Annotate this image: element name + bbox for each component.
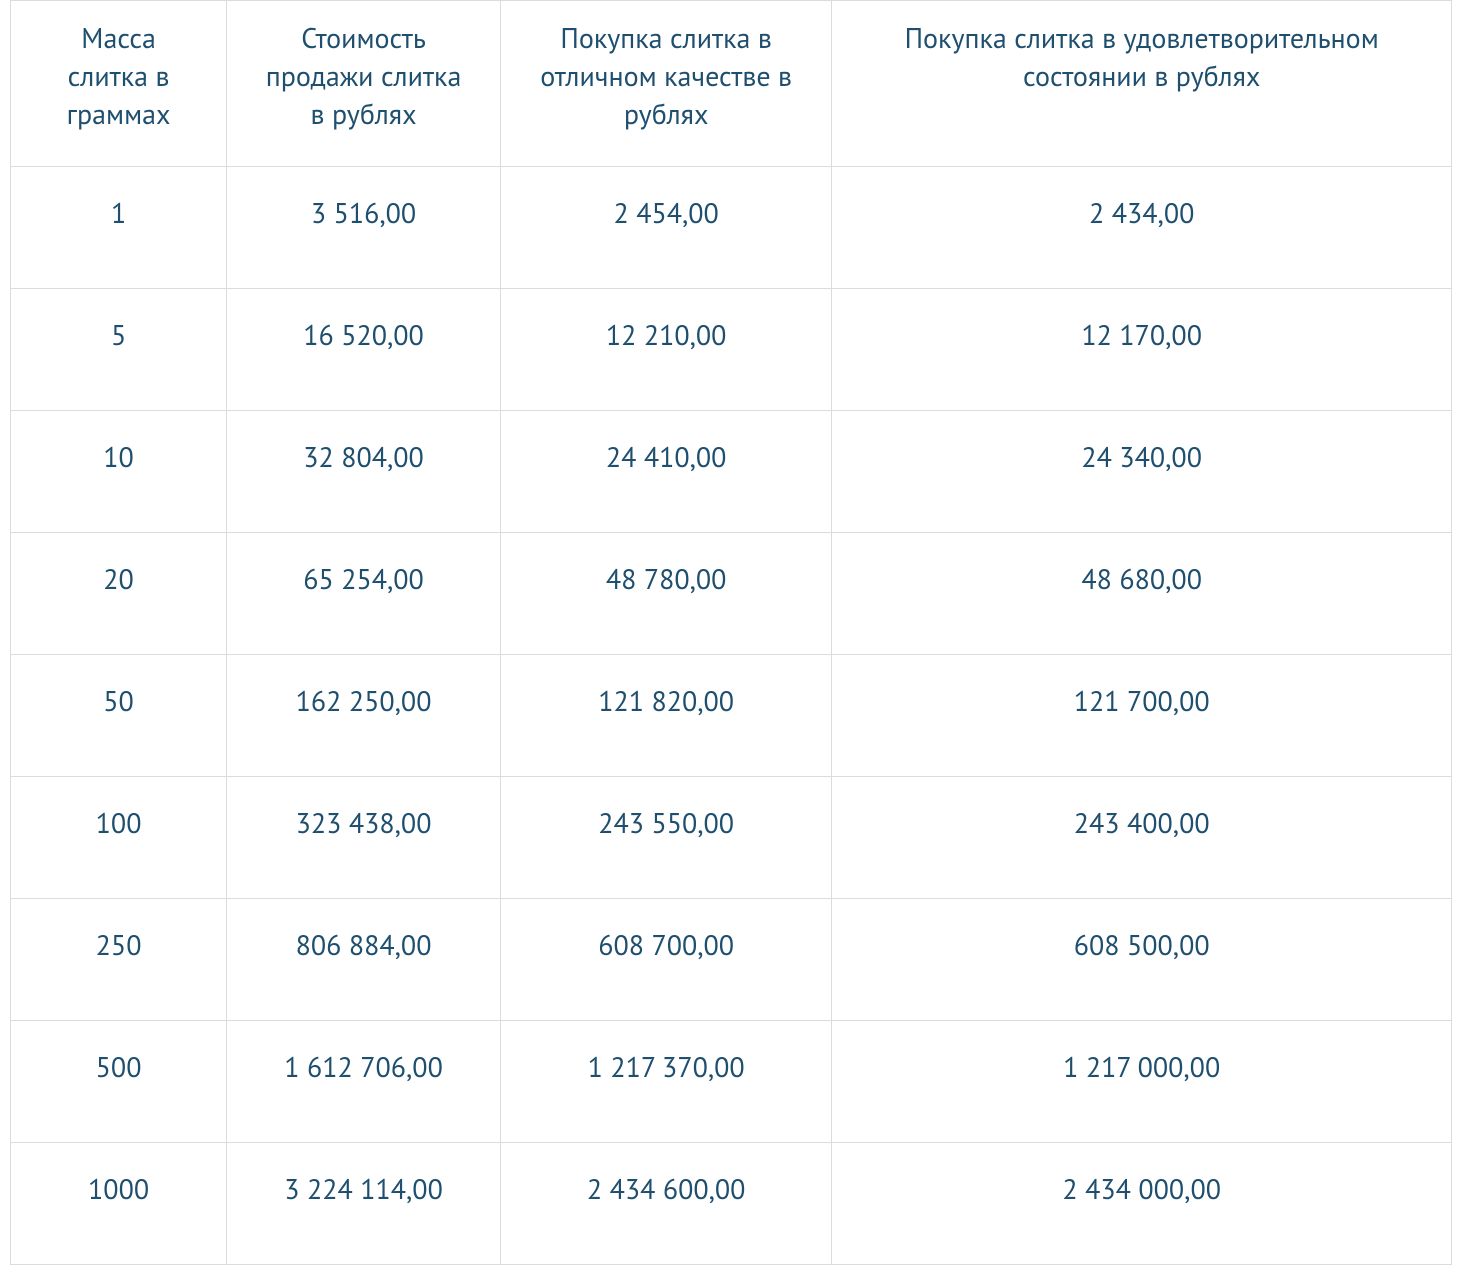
table-row: 20 65 254,00 48 780,00 48 680,00 <box>11 533 1452 655</box>
table-header-row: Масса слитка в граммах Стоимость продажи… <box>11 1 1452 167</box>
table-row: 5 16 520,00 12 210,00 12 170,00 <box>11 289 1452 411</box>
cell-mass: 10 <box>11 411 227 533</box>
table-row: 500 1 612 706,00 1 217 370,00 1 217 000,… <box>11 1021 1452 1143</box>
cell-mass: 50 <box>11 655 227 777</box>
cell-buy-satisfactory: 2 434 000,00 <box>832 1143 1452 1265</box>
cell-buy-excellent: 12 210,00 <box>500 289 831 411</box>
cell-sell: 3 224 114,00 <box>227 1143 501 1265</box>
cell-mass: 500 <box>11 1021 227 1143</box>
cell-sell: 65 254,00 <box>227 533 501 655</box>
cell-buy-satisfactory: 48 680,00 <box>832 533 1452 655</box>
col-header-mass: Масса слитка в граммах <box>11 1 227 167</box>
cell-mass: 5 <box>11 289 227 411</box>
cell-buy-excellent: 2 434 600,00 <box>500 1143 831 1265</box>
cell-sell: 323 438,00 <box>227 777 501 899</box>
cell-buy-excellent: 48 780,00 <box>500 533 831 655</box>
cell-buy-excellent: 243 550,00 <box>500 777 831 899</box>
cell-buy-excellent: 24 410,00 <box>500 411 831 533</box>
col-header-buy-excellent: Покупка слитка в отличном качестве в руб… <box>500 1 831 167</box>
cell-mass: 100 <box>11 777 227 899</box>
cell-sell: 806 884,00 <box>227 899 501 1021</box>
cell-buy-excellent: 121 820,00 <box>500 655 831 777</box>
table-row: 1000 3 224 114,00 2 434 600,00 2 434 000… <box>11 1143 1452 1265</box>
cell-sell: 1 612 706,00 <box>227 1021 501 1143</box>
cell-buy-satisfactory: 24 340,00 <box>832 411 1452 533</box>
cell-buy-satisfactory: 121 700,00 <box>832 655 1452 777</box>
col-header-sell: Стоимость продажи слитка в рублях <box>227 1 501 167</box>
cell-sell: 3 516,00 <box>227 167 501 289</box>
cell-mass: 20 <box>11 533 227 655</box>
cell-sell: 162 250,00 <box>227 655 501 777</box>
price-table-container: Масса слитка в граммах Стоимость продажи… <box>0 0 1462 1265</box>
col-header-buy-satisfactory: Покупка слитка в удовлетворительном сост… <box>832 1 1452 167</box>
cell-buy-excellent: 608 700,00 <box>500 899 831 1021</box>
cell-buy-excellent: 1 217 370,00 <box>500 1021 831 1143</box>
price-table: Масса слитка в граммах Стоимость продажи… <box>10 0 1452 1265</box>
cell-buy-satisfactory: 12 170,00 <box>832 289 1452 411</box>
cell-mass: 1 <box>11 167 227 289</box>
cell-mass: 1000 <box>11 1143 227 1265</box>
cell-buy-satisfactory: 243 400,00 <box>832 777 1452 899</box>
cell-sell: 32 804,00 <box>227 411 501 533</box>
cell-mass: 250 <box>11 899 227 1021</box>
table-row: 10 32 804,00 24 410,00 24 340,00 <box>11 411 1452 533</box>
cell-buy-excellent: 2 454,00 <box>500 167 831 289</box>
table-row: 50 162 250,00 121 820,00 121 700,00 <box>11 655 1452 777</box>
cell-buy-satisfactory: 2 434,00 <box>832 167 1452 289</box>
cell-buy-satisfactory: 1 217 000,00 <box>832 1021 1452 1143</box>
table-row: 250 806 884,00 608 700,00 608 500,00 <box>11 899 1452 1021</box>
table-row: 100 323 438,00 243 550,00 243 400,00 <box>11 777 1452 899</box>
cell-sell: 16 520,00 <box>227 289 501 411</box>
table-row: 1 3 516,00 2 454,00 2 434,00 <box>11 167 1452 289</box>
cell-buy-satisfactory: 608 500,00 <box>832 899 1452 1021</box>
